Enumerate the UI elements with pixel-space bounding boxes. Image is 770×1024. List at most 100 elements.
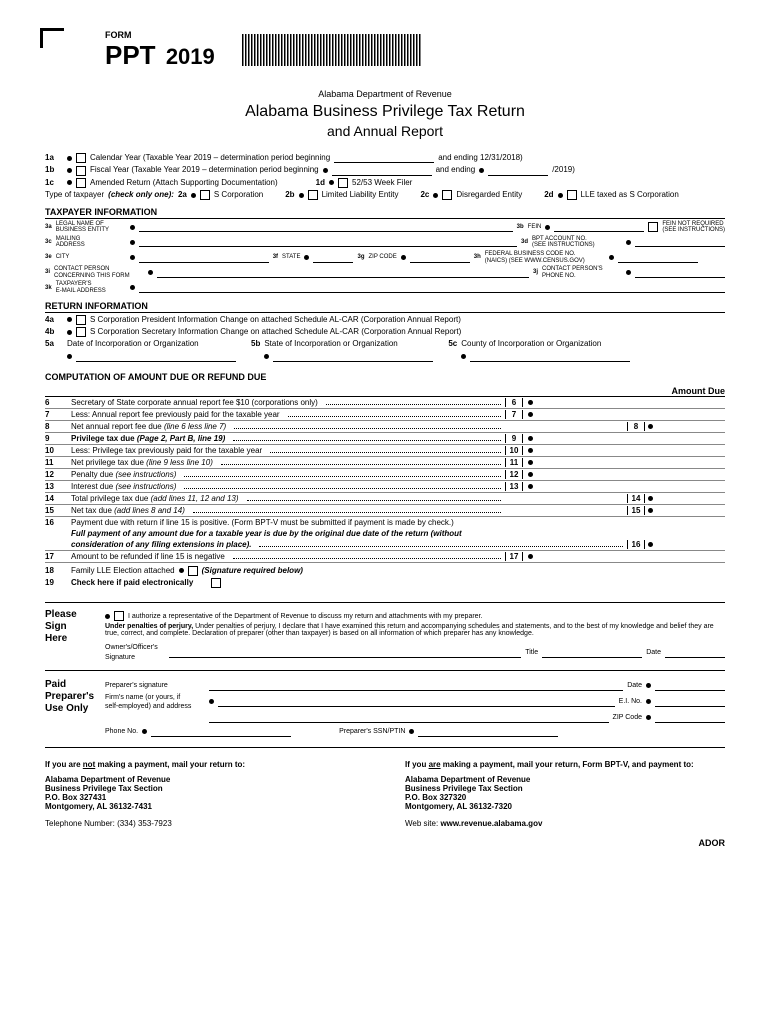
form-code: PPT bbox=[105, 40, 156, 70]
label-3e: 3e bbox=[45, 254, 52, 261]
text-19: Check here if paid electronically bbox=[71, 578, 193, 588]
text-1b-mid: and ending bbox=[436, 165, 476, 175]
prep-block: Paid Preparer's Use Only Preparer's sign… bbox=[45, 675, 725, 748]
label-1c: 1c bbox=[45, 178, 63, 188]
mail-block: If you are not making a payment, mail yo… bbox=[45, 760, 725, 828]
text-15: Net tax due (add lines 8 and 14) bbox=[71, 506, 185, 515]
chk-1c[interactable] bbox=[76, 178, 86, 188]
text-3f: STATE bbox=[282, 254, 300, 261]
fein-note: FEIN NOT REQUIRED (SEE INSTRUCTIONS) bbox=[662, 221, 725, 234]
prep-use: Use Only bbox=[45, 703, 95, 715]
text-12: Penalty due (see instructions) bbox=[71, 470, 176, 479]
chk-19[interactable] bbox=[211, 578, 221, 588]
date-label: Date bbox=[646, 648, 661, 657]
prep-date-label: Date bbox=[627, 681, 642, 690]
text-13: Interest due (see instructions) bbox=[71, 482, 176, 491]
text-18-note: (Signature required below) bbox=[202, 566, 303, 576]
prep-preparer: Preparer's bbox=[45, 691, 95, 703]
label-5b: 5b bbox=[251, 339, 260, 349]
chk-18[interactable] bbox=[188, 566, 198, 576]
chk-1d[interactable] bbox=[338, 178, 348, 188]
label-5a: 5a bbox=[45, 339, 63, 349]
label-3a: 3a bbox=[45, 224, 52, 231]
text-3a: LEGAL NAME OF BUSINESS ENTITY bbox=[56, 221, 126, 234]
text-3i: CONTACT PERSON CONCERNING THIS FORM bbox=[54, 266, 144, 279]
label-5c: 5c bbox=[448, 339, 457, 349]
text-3k: TAXPAYER'S E-MAIL ADDRESS bbox=[56, 281, 126, 294]
text-16a: Full payment of any amount due for a tax… bbox=[71, 529, 462, 538]
chk-2b[interactable] bbox=[308, 190, 318, 200]
title-block: Alabama Department of Revenue Alabama Bu… bbox=[45, 89, 725, 139]
pay-addr2: Business Privilege Tax Section bbox=[405, 784, 725, 793]
text-1b: Fiscal Year (Taxable Year 2019 – determi… bbox=[90, 165, 319, 175]
text-3c: MAILING ADDRESS bbox=[56, 236, 126, 249]
prep-ssn-label: Preparer's SSN/PTIN bbox=[339, 727, 405, 736]
text-14: Total privilege tax due (add lines 11, 1… bbox=[71, 494, 239, 503]
prep-ein-label: E.I. No. bbox=[619, 697, 642, 706]
prep-zip-label: ZIP Code bbox=[613, 713, 642, 722]
type-note: (check only one): bbox=[108, 190, 174, 200]
text-16b: consideration of any filing extensions i… bbox=[71, 540, 251, 549]
label-1d: 1d bbox=[316, 178, 325, 188]
chk-4a[interactable] bbox=[76, 315, 86, 325]
sign-please: Please bbox=[45, 609, 95, 621]
text-2b: Limited Liability Entity bbox=[322, 190, 399, 200]
comp-hdr: COMPUTATION OF AMOUNT DUE OR REFUND DUE bbox=[45, 372, 725, 382]
text-17: Amount to be refunded if line 15 is nega… bbox=[71, 552, 225, 561]
form-header: FORM PPT 2019 bbox=[105, 30, 725, 71]
text-10: Less: Privilege tax previously paid for … bbox=[71, 446, 262, 455]
corner-mark bbox=[40, 28, 64, 48]
chk-1a[interactable] bbox=[76, 153, 86, 163]
nopay-box: P.O. Box 327431 bbox=[45, 793, 365, 802]
chk-fein[interactable] bbox=[648, 222, 658, 232]
prep-firm-label: Firm's name (or yours, if self-employed)… bbox=[105, 693, 205, 711]
text-1a-end: and ending 12/31/2018) bbox=[438, 153, 523, 163]
text-8: Net annual report fee due (line 6 less l… bbox=[71, 422, 226, 431]
form-year: 2019 bbox=[166, 44, 215, 69]
label-3j: 3j bbox=[533, 269, 538, 276]
main-title: Alabama Business Privilege Tax Return bbox=[45, 103, 725, 121]
label-4b: 4b bbox=[45, 327, 63, 337]
prep-paid: Paid bbox=[45, 679, 95, 691]
text-4a: S Corporation President Information Chan… bbox=[90, 315, 461, 325]
text-1b-end: /2019) bbox=[552, 165, 575, 175]
perjury-text: Under penalties of perjury, Under penalt… bbox=[105, 623, 725, 637]
text-1c: Amended Return (Attach Supporting Docume… bbox=[90, 178, 278, 188]
chk-auth[interactable] bbox=[114, 611, 124, 621]
label-3f: 3f bbox=[273, 254, 278, 261]
chk-4b[interactable] bbox=[76, 327, 86, 337]
text-5a: Date of Incorporation or Organization bbox=[67, 339, 247, 349]
sign-here: Here bbox=[45, 633, 95, 645]
label-2d: 2d bbox=[544, 190, 553, 200]
text-3j: CONTACT PERSON'S PHONE NO. bbox=[542, 266, 622, 279]
text-2c: Disregarded Entity bbox=[456, 190, 522, 200]
nopay-addr1: Alabama Department of Revenue bbox=[45, 775, 365, 784]
text-7: Less: Annual report fee previously paid … bbox=[71, 410, 280, 419]
text-3g: ZIP CODE bbox=[369, 254, 397, 261]
text-3b: FEIN bbox=[528, 224, 542, 231]
text-3d: BPT ACCOUNT NO. (SEE INSTRUCTIONS) bbox=[532, 236, 622, 249]
taxpayer-hdr: TAXPAYER INFORMATION bbox=[45, 207, 725, 219]
owner-label: Owner's/Officer's Signature bbox=[105, 643, 165, 661]
label-3i: 3i bbox=[45, 269, 50, 276]
label-1a: 1a bbox=[45, 153, 63, 163]
chk-2d[interactable] bbox=[567, 190, 577, 200]
text-3e: CITY bbox=[56, 254, 126, 261]
sign-sign: Sign bbox=[45, 621, 95, 633]
label-2b: 2b bbox=[285, 190, 294, 200]
chk-1b[interactable] bbox=[76, 166, 86, 176]
dept-name: Alabama Department of Revenue bbox=[45, 89, 725, 99]
tel: (334) 353-7923 bbox=[117, 819, 172, 828]
chk-2c[interactable] bbox=[442, 190, 452, 200]
text-18: Family LLE Election attached bbox=[71, 566, 175, 576]
web-label: Web site: bbox=[405, 819, 438, 828]
pay-addr1: Alabama Department of Revenue bbox=[405, 775, 725, 784]
text-3h: FEDERAL BUSINESS CODE NO. (NAICS) (SEE W… bbox=[485, 251, 605, 264]
sub-title: and Annual Report bbox=[45, 123, 725, 139]
nopay-city: Montgomery, AL 36132-7431 bbox=[45, 802, 365, 811]
chk-2a[interactable] bbox=[200, 190, 210, 200]
nopay-hdr: If you are not making a payment, mail yo… bbox=[45, 760, 365, 769]
text-16: Payment due with return if line 15 is po… bbox=[71, 518, 454, 527]
text-2d: LLE taxed as S Corporation bbox=[581, 190, 679, 200]
label-2a: 2a bbox=[178, 190, 187, 200]
